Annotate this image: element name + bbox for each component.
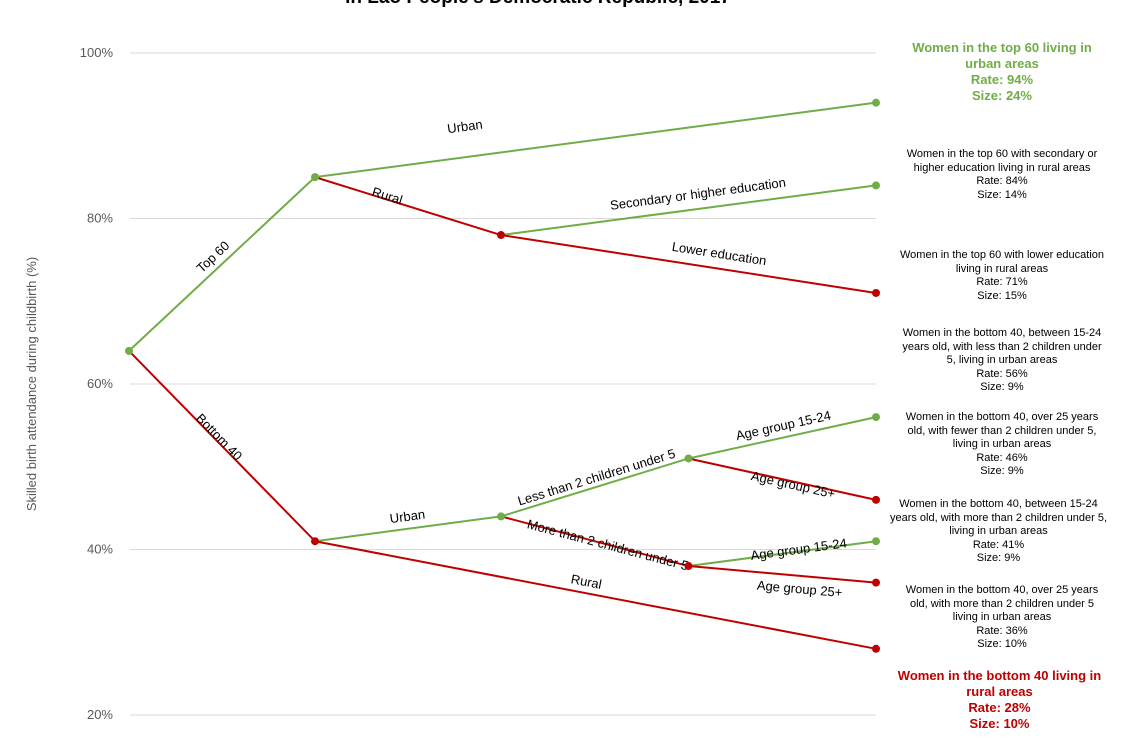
branch-line — [500, 234, 877, 294]
annotation-line: Rate: 28% — [968, 700, 1031, 715]
annotation-line: Women in the bottom 40 living in — [897, 668, 1102, 683]
y-axis-ticks: 20% 40% 60% 80% 100% — [80, 45, 114, 722]
leaf-annotation: Women in the top 60 with secondary or hig… — [885, 148, 1119, 202]
annotation-line: Size: 9% — [980, 381, 1024, 393]
branch-line — [128, 350, 316, 542]
annotation-line: old, with more than 2 children under 5 — [909, 597, 1095, 610]
annotation-line: Size: 15% — [977, 289, 1027, 302]
annotation-line: Size: 9% — [976, 552, 1021, 564]
annotation-line: Women in the top 60 with lower education — [899, 249, 1105, 261]
annotation-line: higher education living in rural areas — [913, 161, 1091, 174]
branch-line — [500, 457, 689, 518]
annotation-line: urban areas — [965, 56, 1039, 71]
branch-label: More than 2 children under 5 — [526, 516, 691, 573]
tree-node-point — [872, 98, 880, 107]
tree-node-point — [311, 537, 319, 546]
annotation-line: Women in the bottom 40, over 25 years — [905, 411, 1099, 423]
annotation-line: living in rural areas — [955, 262, 1049, 275]
branch-label: Rural — [570, 571, 603, 592]
branch-label: Urban — [389, 507, 426, 527]
branch-line — [128, 176, 316, 352]
annotation-line: living in urban areas — [949, 525, 1048, 537]
gridlines — [130, 52, 876, 716]
leaf-annotation: Women in the bottom 40, over 25 years old… — [880, 584, 1124, 652]
annotation-line: years old, with less than 2 children und… — [902, 340, 1102, 353]
branch-line — [688, 416, 877, 460]
branch-line — [314, 176, 502, 237]
chart-title: in Lao People's Democratic Republic, 201… — [345, 0, 731, 8]
annotation-line: Rate: 46% — [976, 451, 1028, 464]
tree-node-point — [872, 495, 880, 504]
branch-labels: Top 60 Bottom 40 Urban Rural Secondary or hi… — [193, 117, 848, 600]
annotation-line: Size: 24% — [972, 88, 1032, 103]
tree-nodes — [125, 98, 880, 653]
annotation-line: rural areas — [966, 684, 1033, 699]
leaf-annotation: Women in the top 60 living in urban areas… — [885, 40, 1119, 104]
tree-node-point — [872, 537, 880, 546]
tree-node-point — [684, 454, 693, 463]
tree-node-point — [872, 288, 880, 297]
tree-node-point — [872, 644, 880, 653]
branch-label: Age group 15-24 — [750, 535, 848, 563]
annotation-line: 5, living in urban areas — [946, 354, 1058, 366]
tree-node-point — [872, 578, 880, 587]
branch-label: Age group 25+ — [756, 578, 843, 600]
tree-node-point — [497, 512, 505, 521]
branch-line — [314, 101, 877, 179]
branch-line — [688, 565, 877, 584]
branch-label: Rural — [370, 184, 404, 208]
leaf-annotation: Women in the bottom 40, between 15-24 yea… — [880, 327, 1124, 395]
tree-node-point — [872, 413, 880, 422]
y-tick-label: 20% — [87, 707, 113, 722]
branch-line — [688, 540, 877, 568]
tree-node-point — [125, 346, 133, 355]
leaf-annotation: Women in the bottom 40 living in rural ar… — [875, 668, 1124, 732]
leaf-annotation: Women in the bottom 40, between 15-24 yea… — [873, 498, 1124, 566]
annotation-line: Rate: 56% — [976, 367, 1028, 380]
annotation-line: old, with fewer than 2 children under 5, — [907, 424, 1097, 437]
annotation-line: living in urban areas — [952, 438, 1052, 450]
annotation-line: Women in the top 60 living in — [912, 40, 1092, 55]
annotation-line: Rate: 94% — [970, 72, 1034, 87]
annotation-line: Size: 9% — [980, 465, 1024, 477]
annotation-line: years old, with more than 2 children und… — [889, 511, 1108, 524]
annotation-line: Size: 10% — [977, 638, 1027, 650]
branch-line — [500, 184, 877, 237]
annotation-line: living in urban areas — [952, 611, 1052, 623]
branch-line — [314, 540, 877, 650]
y-axis-label: Skilled birth attendance during childbir… — [24, 257, 39, 511]
tree-node-point — [872, 181, 880, 190]
branch-label: Secondary or higher education — [609, 175, 786, 213]
annotation-line: Rate: 41% — [972, 538, 1025, 551]
leaf-annotation: Women in the top 60 with lower education… — [880, 249, 1124, 303]
annotation-line: Women in the bottom 40, between 15-24 — [902, 327, 1102, 339]
y-tick-label: 40% — [87, 542, 113, 557]
tree-node-point — [684, 562, 693, 571]
annotation-line: Women in the top 60 with secondary or — [906, 148, 1098, 160]
annotation-line: Rate: 71% — [976, 276, 1028, 288]
annotation-line: Rate: 36% — [976, 624, 1028, 637]
branch-line — [500, 515, 689, 568]
annotation-line: Size: 10% — [969, 716, 1030, 731]
branch-label: Age group 25+ — [750, 468, 837, 501]
y-tick-label: 100% — [80, 45, 114, 60]
annotation-line: Size: 14% — [977, 188, 1027, 201]
y-tick-label: 60% — [87, 376, 113, 391]
annotation-line: Women in the bottom 40, over 25 years — [905, 584, 1099, 596]
tree-node-point — [497, 231, 505, 240]
y-tick-label: 80% — [87, 211, 113, 226]
branch-label: Bottom 40 — [193, 410, 245, 463]
tree-node-point — [311, 173, 319, 182]
branch-label: Top 60 — [194, 238, 233, 276]
tree-branches — [128, 101, 877, 650]
branch-line — [314, 515, 502, 543]
annotation-line: Women in the bottom 40, between 15-24 — [899, 498, 1098, 510]
branch-line — [688, 457, 877, 501]
leaf-annotation: Women in the bottom 40, over 25 years old… — [880, 411, 1124, 479]
branch-label: Less than 2 children under 5 — [516, 446, 677, 509]
branch-label: Urban — [446, 117, 483, 137]
annotation-line: Rate: 84% — [976, 175, 1028, 187]
